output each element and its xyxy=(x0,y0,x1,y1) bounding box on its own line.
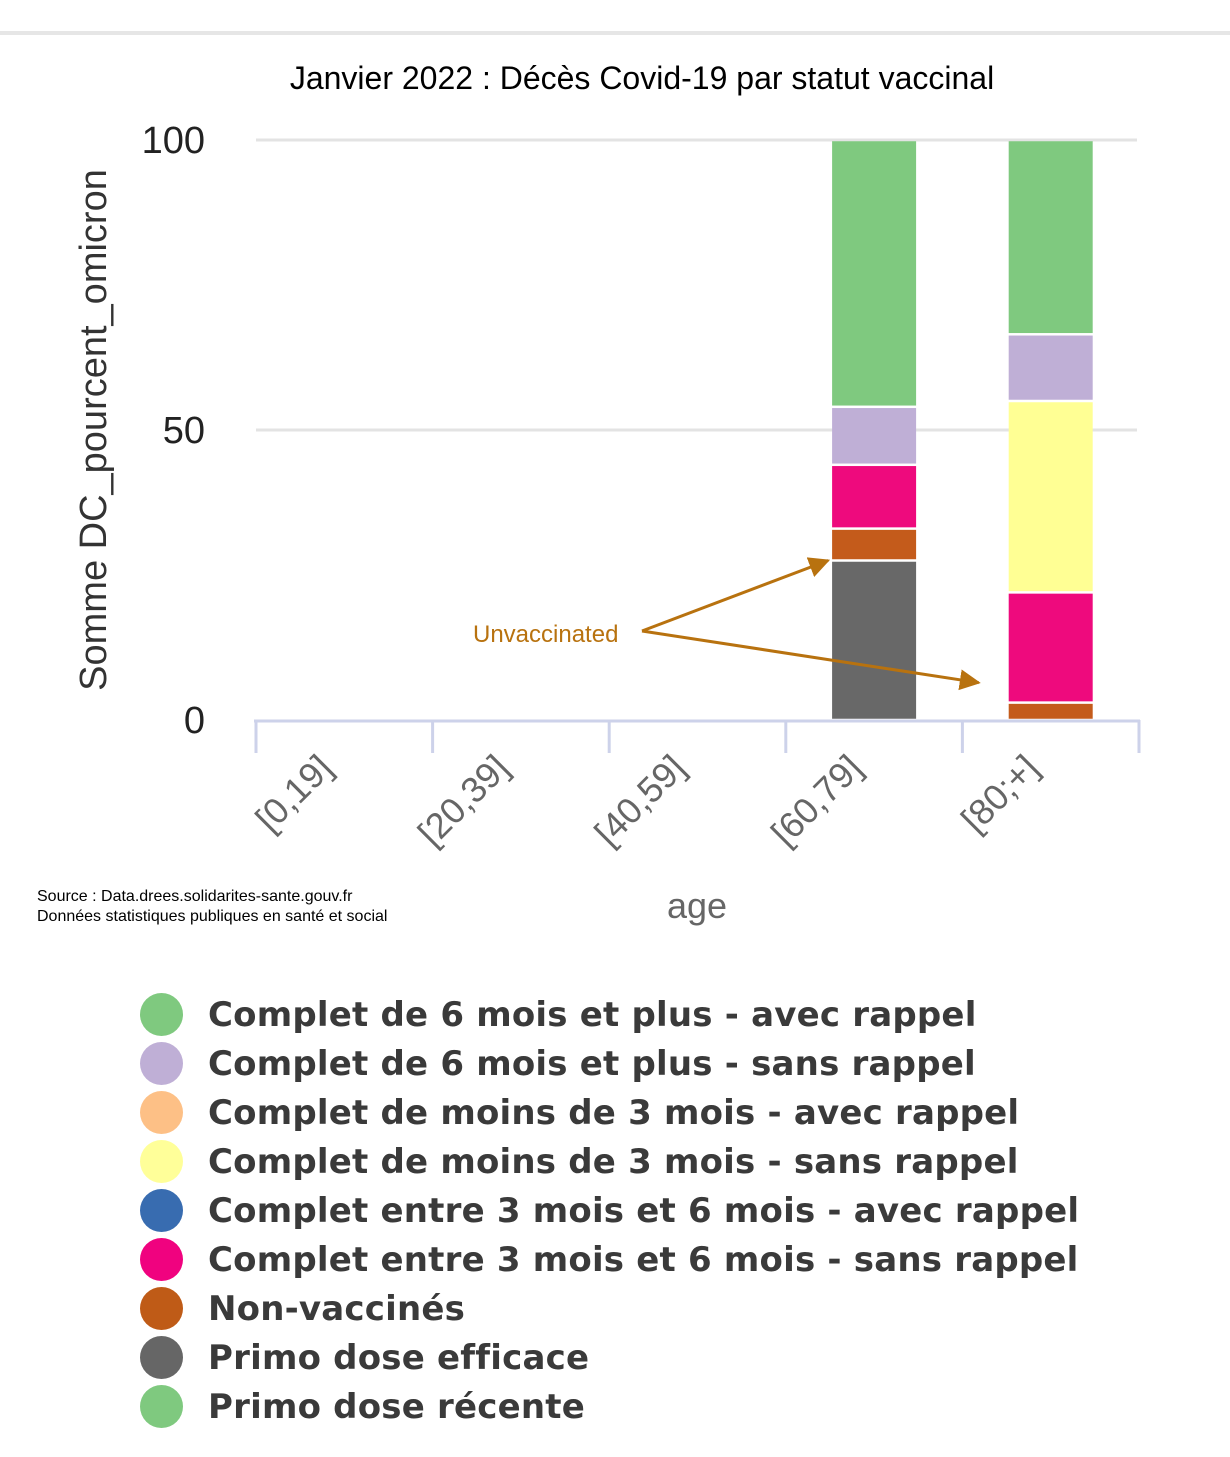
legend-label: Complet entre 3 mois et 6 mois - sans ra… xyxy=(208,1239,1079,1280)
x-tick-label: [0,19] xyxy=(247,747,340,840)
bar-segment xyxy=(1008,593,1093,702)
x-axis-label: age xyxy=(667,885,727,926)
stacked-bar-chart: Janvier 2022 : Décès Covid-19 par statut… xyxy=(73,60,1141,926)
bar-segment xyxy=(832,408,917,464)
y-axis-ticks: 0 50 100 xyxy=(142,120,205,742)
y-tick-label: 0 xyxy=(184,700,205,742)
x-tick-label: [20,39] xyxy=(410,747,517,854)
legend: Complet de 6 mois et plus - avec rappel C… xyxy=(140,990,1079,1431)
x-axis xyxy=(254,719,1141,753)
x-tick-label: [60,79] xyxy=(763,747,870,854)
legend-label: Primo dose récente xyxy=(208,1386,585,1427)
source-line-2: Données statistiques publiques en santé … xyxy=(37,908,388,925)
legend-item: Primo dose efficace xyxy=(140,1333,1079,1382)
legend-swatch-icon xyxy=(140,1140,183,1183)
bar-segment xyxy=(832,141,917,406)
legend-label: Complet de moins de 3 mois - avec rappel xyxy=(208,1092,1020,1133)
legend-swatch-icon xyxy=(140,1287,183,1330)
legend-item: Complet de 6 mois et plus - avec rappel xyxy=(140,990,1079,1039)
legend-swatch-icon xyxy=(140,1336,183,1379)
bar-segment xyxy=(832,529,917,560)
legend-item: Complet entre 3 mois et 6 mois - sans ra… xyxy=(140,1235,1079,1284)
bar-segment xyxy=(1008,335,1093,400)
legend-item: Complet de moins de 3 mois - sans rappel xyxy=(140,1137,1079,1186)
legend-label: Complet entre 3 mois et 6 mois - avec ra… xyxy=(208,1190,1080,1231)
top-divider xyxy=(0,31,1230,35)
legend-item: Complet de moins de 3 mois - avec rappel xyxy=(140,1088,1079,1137)
bars xyxy=(832,141,1093,719)
legend-label: Non-vaccinés xyxy=(208,1288,466,1329)
bar-segment xyxy=(832,561,917,719)
gridlines xyxy=(256,138,1137,432)
legend-swatch-icon xyxy=(140,1385,183,1428)
legend-swatch-icon xyxy=(140,1238,183,1281)
bar-segment xyxy=(1008,141,1093,334)
bar-segment xyxy=(1008,703,1093,719)
y-tick-label: 50 xyxy=(163,410,205,452)
legend-swatch-icon xyxy=(140,1189,183,1232)
legend-item: Complet entre 3 mois et 6 mois - avec ra… xyxy=(140,1186,1079,1235)
annotation-unvaccinated: Unvaccinated xyxy=(473,557,981,691)
legend-swatch-icon xyxy=(140,993,183,1036)
legend-label: Complet de 6 mois et plus - avec rappel xyxy=(208,994,977,1035)
source-line-1: Source : Data.drees.solidarites-sante.go… xyxy=(37,888,353,905)
annotation-arrow xyxy=(641,629,981,691)
legend-label: Complet de 6 mois et plus - sans rappel xyxy=(208,1043,976,1084)
annotation-text: Unvaccinated xyxy=(473,621,618,648)
x-tick-label: [40,59] xyxy=(586,747,693,854)
legend-item: Non-vaccinés xyxy=(140,1284,1079,1333)
bar-segment xyxy=(832,466,917,528)
legend-label: Primo dose efficace xyxy=(208,1337,590,1378)
legend-swatch-icon xyxy=(140,1042,183,1085)
legend-label: Complet de moins de 3 mois - sans rappel xyxy=(208,1141,1019,1182)
legend-swatch-icon xyxy=(140,1091,183,1134)
legend-item: Primo dose récente xyxy=(140,1382,1079,1431)
source-note: Source : Data.drees.solidarites-sante.go… xyxy=(37,887,387,927)
annotation-arrow xyxy=(641,557,831,633)
legend-item: Complet de 6 mois et plus - sans rappel xyxy=(140,1039,1079,1088)
x-axis-ticks: [0,19] [20,39] [40,59] [60,79] [80;+] xyxy=(247,747,1046,854)
bar-segment xyxy=(1008,402,1093,592)
y-axis-label: Somme DC_pourcent_omicron xyxy=(73,169,115,691)
x-tick-label: [80;+] xyxy=(953,747,1046,840)
chart-title: Janvier 2022 : Décès Covid-19 par statut… xyxy=(290,60,994,96)
y-tick-label: 100 xyxy=(142,120,205,162)
